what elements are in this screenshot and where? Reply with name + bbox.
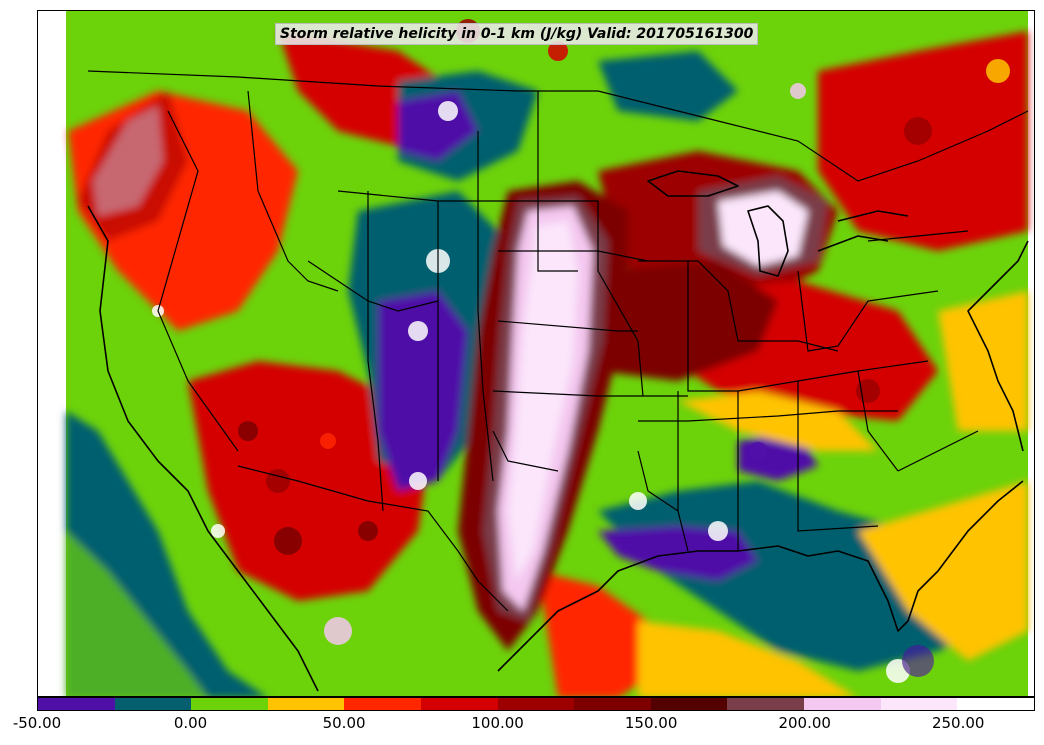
colorbar-tick-labels: -50.00 0.00 50.00 100.00 150.00 200.00 250.00 — [0, 714, 1044, 742]
lake-erie-ontario — [817, 210, 909, 252]
gulf-coastline — [497, 480, 1024, 672]
lake-michigan — [747, 205, 789, 277]
colorbar-bin — [650, 698, 728, 710]
colorbar-tick-label: -50.00 — [12, 714, 62, 732]
map-panel: Storm relative helicity in 0-1 km (J/kg)… — [37, 10, 1035, 697]
colorbar-bin — [344, 698, 422, 710]
field-red-gulf — [538, 571, 658, 696]
helicity-map — [38, 11, 1029, 696]
border-canada — [87, 70, 1029, 182]
west-coastline — [87, 205, 319, 692]
field-green-pacific — [66, 531, 207, 696]
colorbar-bin — [804, 698, 881, 710]
field-white-mi — [718, 191, 808, 266]
colorbar-tick-label: 100.00 — [471, 714, 524, 732]
colorbar-bin — [114, 698, 192, 710]
field-purple-north — [398, 91, 478, 161]
field-yellow-mid — [678, 391, 878, 451]
no-data-left — [38, 11, 66, 696]
colorbar-bin — [191, 698, 268, 710]
colorbar-tick-label: 0.00 — [173, 714, 208, 732]
lake-superior — [647, 170, 739, 197]
colorbar-tick-label: 200.00 — [778, 714, 831, 732]
colorbar-tick-label: 50.00 — [322, 714, 366, 732]
state-boundaries — [87, 70, 1029, 612]
field-yellow-atlantic — [858, 481, 1028, 661]
colorbar-bin — [497, 698, 575, 710]
colorbar-bin — [574, 698, 651, 710]
colorbar-bin — [38, 698, 115, 710]
field-yellow-gulf — [638, 621, 855, 696]
colorbar-bin — [727, 698, 805, 710]
atlantic-coastline — [967, 240, 1029, 452]
coastline-outlines — [87, 170, 1029, 692]
map-title: Storm relative helicity in 0-1 km (J/kg)… — [275, 23, 759, 45]
border-mexico — [237, 465, 509, 612]
colorbar — [37, 697, 1035, 711]
field-darkred-nw — [78, 91, 188, 241]
colorbar-tick-label: 250.00 — [931, 714, 985, 732]
field-teal-lakes — [598, 51, 738, 121]
colorbar-bin — [880, 698, 958, 710]
field-white-corridor — [508, 221, 578, 581]
field-purple-plains — [378, 291, 468, 491]
colorbar-tick-label: 150.00 — [624, 714, 678, 732]
colorbar-bin — [267, 698, 345, 710]
colorbar-bin — [421, 698, 498, 710]
colorbar-bin — [957, 698, 1034, 710]
